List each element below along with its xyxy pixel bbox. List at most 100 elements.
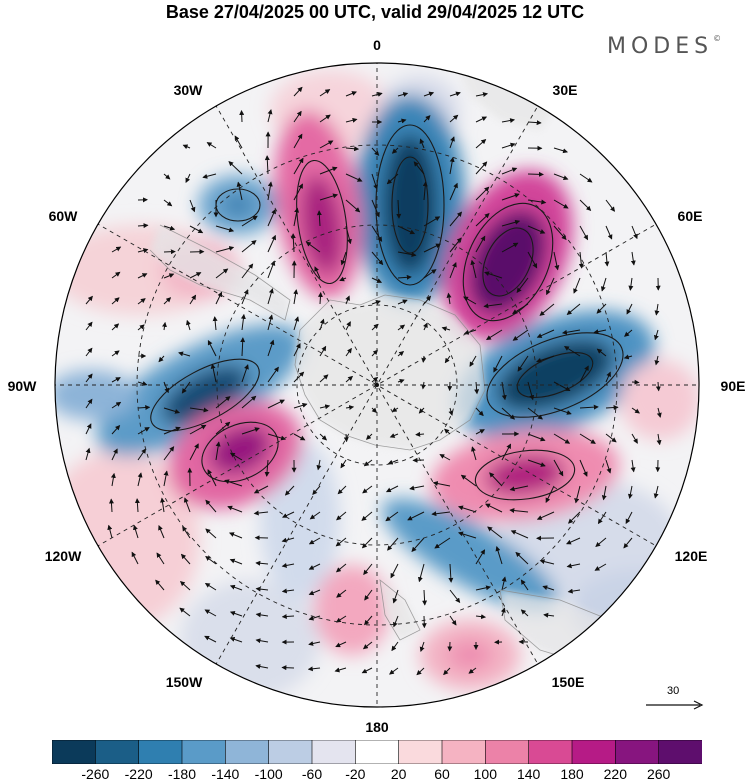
wind-vector [137,448,147,461]
wind-vector [111,297,120,305]
wind-vector [605,371,611,383]
wind-vector [204,582,217,591]
wind-vector [422,589,428,606]
wind-vector [391,147,399,154]
wind-vector [446,292,452,305]
wind-vector [181,381,191,394]
colorbar-swatch [52,740,97,764]
colorbar-tick-label: 20 [390,766,407,782]
wind-vector [413,161,425,175]
wind-vector [345,91,357,97]
wind-vector [293,433,306,441]
wind-vector [527,251,538,269]
wind-vector [539,303,555,316]
wind-vector [210,363,217,383]
wind-vector [319,166,338,175]
wind-vector [189,407,209,413]
wind-vector [601,485,607,501]
wind-vector [595,537,607,548]
wind-vector [539,559,555,565]
wind-vector [605,433,617,443]
wind-vector [371,225,383,242]
wind-vector [335,537,347,547]
wind-vector [162,321,167,331]
wind-vector [345,295,350,305]
wind-vector [600,277,607,292]
wind-vector [228,161,243,175]
colorbar-tick-label: 60 [434,766,450,782]
wind-vector [605,405,619,411]
wind-vector [229,611,243,617]
graticule [55,63,699,707]
wind-vector [501,193,520,201]
wind-vector [336,511,347,521]
wind-vector [137,298,146,305]
vector-scale-arrow [646,700,704,710]
wind-vector [308,537,321,545]
wind-vector [85,295,93,305]
wind-vector [495,546,503,565]
wind-vector [500,607,506,617]
wind-vector [215,291,223,305]
wind-vector [137,427,150,435]
wind-vector [281,665,295,671]
wind-vector [183,497,191,513]
wind-vector [579,433,596,444]
wind-vector [470,259,477,279]
wind-vector [475,213,490,227]
wind-vector [385,511,399,522]
wind-vector [656,433,662,446]
wind-vector [137,223,149,229]
wind-vector [204,609,217,617]
wind-vector [391,407,399,413]
wind-vector [308,641,321,646]
wind-vector [182,144,191,150]
wind-vector [264,459,270,477]
wind-vector [371,173,378,190]
wind-vector [527,407,543,420]
wind-vector [512,303,529,315]
wind-vector [307,666,321,672]
wind-vector [468,667,477,674]
colorbar-swatch [95,740,140,764]
wind-vector [543,612,555,618]
wind-vector [623,354,633,360]
wind-vector [493,355,503,373]
wind-vector [656,407,662,418]
wind-vector [536,511,555,520]
wind-vector [475,186,490,201]
wind-vector [396,199,402,219]
wind-vector [501,118,516,123]
lon-label-180: 180 [365,719,389,735]
wind-vector [267,399,285,409]
wind-vector [202,173,217,179]
wind-vector [623,537,633,549]
wind-vector [362,485,373,494]
wind-vector [371,349,378,357]
wind-vector [553,199,569,209]
colorbar-tick-label: 220 [603,766,628,782]
wind-vector [255,560,269,566]
wind-vector [422,181,428,201]
wind-vector [579,404,599,410]
wind-vector [596,348,607,357]
wind-vector [366,433,373,440]
wind-vector [163,407,180,414]
wind-vector [316,210,322,227]
wind-vector [439,454,451,461]
wind-vector [267,109,273,123]
wind-vector [449,615,457,626]
wind-vector [501,142,516,149]
wind-vector [509,485,529,492]
colorbar-swatch [528,740,573,764]
wind-vector [443,667,451,676]
wind-vector [471,446,477,461]
wind-vector [163,173,171,180]
wind-vector [241,427,260,435]
wind-vector [596,303,607,314]
wind-vector [434,537,451,549]
wind-vector [189,272,202,279]
wind-vector [371,147,380,156]
wind-vector [293,110,302,123]
colorbar-tick-label: -60 [301,766,323,782]
